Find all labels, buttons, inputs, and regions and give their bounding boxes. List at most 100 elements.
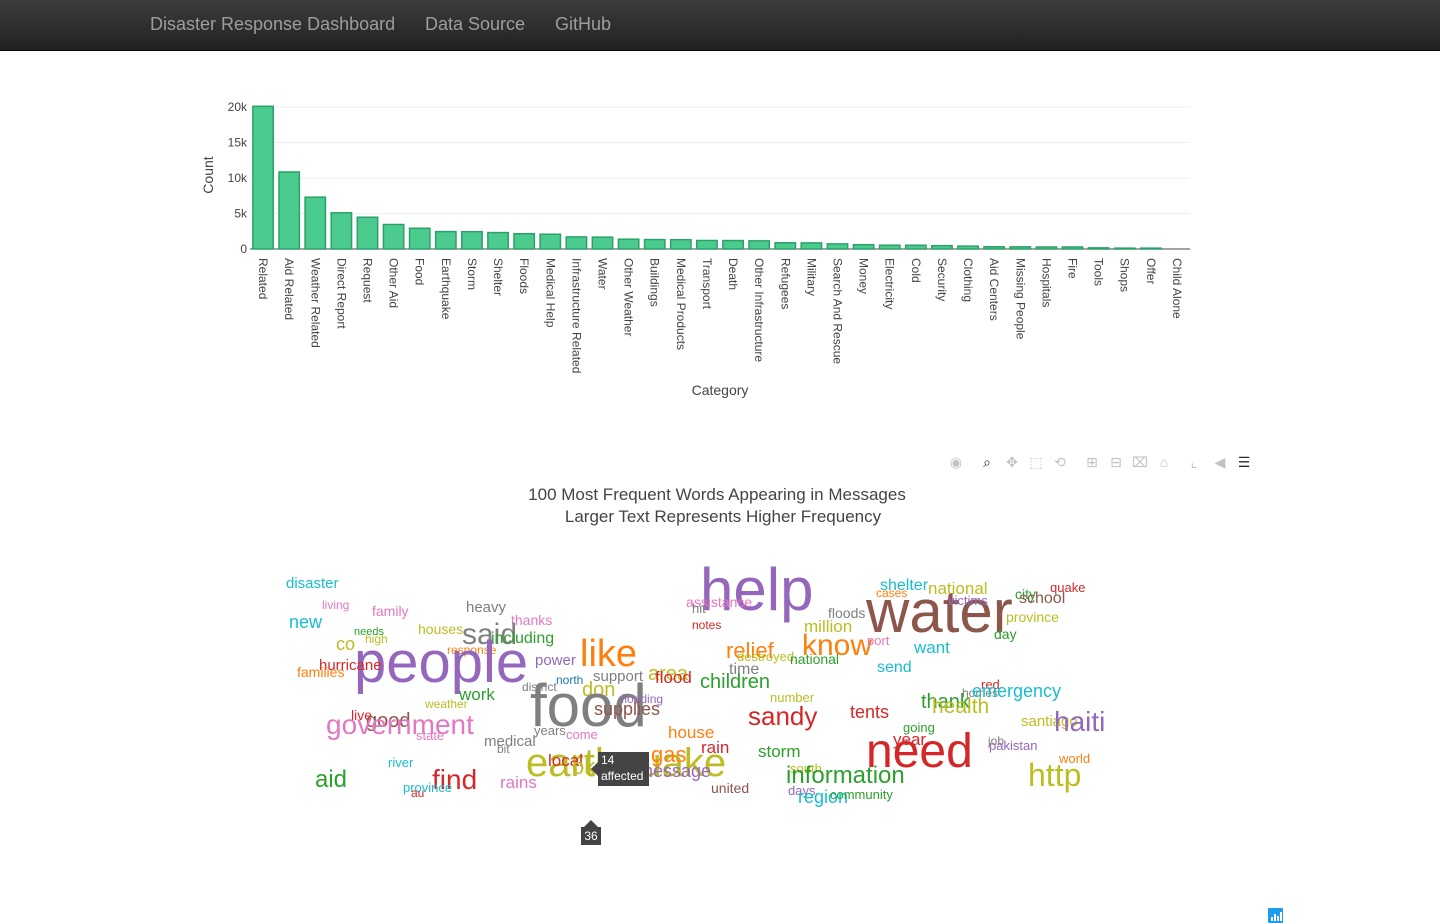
word-label[interactable]: red: [981, 677, 1000, 692]
category-bar-chart[interactable]: 0 5k 10k 15k 20k Related Aid Related Weather R…: [0, 0, 1440, 440]
bar[interactable]: [278, 171, 301, 250]
bar[interactable]: [1061, 246, 1084, 250]
pan-icon[interactable]: ✥: [1006, 454, 1018, 470]
word-label[interactable]: work: [458, 685, 495, 704]
bar[interactable]: [382, 223, 405, 250]
word-label[interactable]: support: [593, 668, 644, 685]
word-label[interactable]: day: [994, 626, 1017, 642]
bar[interactable]: [330, 212, 353, 250]
bar[interactable]: [1139, 247, 1162, 250]
hover-closest-icon[interactable]: ◀: [1214, 454, 1226, 470]
word-label[interactable]: food: [530, 672, 647, 739]
word-label[interactable]: flood: [655, 668, 692, 687]
word-label[interactable]: community: [830, 787, 893, 802]
word-label[interactable]: region: [798, 787, 848, 807]
word-label[interactable]: emergency: [972, 681, 1061, 701]
word-label[interactable]: million: [804, 617, 852, 636]
word-label[interactable]: province: [403, 780, 452, 795]
bar[interactable]: [356, 216, 379, 250]
word-label[interactable]: rain: [701, 738, 729, 757]
bar[interactable]: [983, 246, 1006, 250]
word-label[interactable]: thanks: [511, 612, 552, 628]
word-label[interactable]: come: [566, 727, 598, 742]
bar[interactable]: [408, 227, 431, 250]
bar[interactable]: [748, 240, 771, 250]
bar[interactable]: [513, 232, 536, 250]
word-label[interactable]: job: [987, 734, 1004, 748]
word-label[interactable]: living: [322, 598, 349, 612]
word-label[interactable]: destroyed: [737, 649, 794, 664]
word-label[interactable]: don: [582, 679, 615, 701]
word-label[interactable]: gas: [651, 742, 686, 767]
word-label[interactable]: school: [1019, 590, 1065, 607]
zoom-out-icon[interactable]: ⊟: [1110, 454, 1122, 470]
bar[interactable]: [565, 236, 588, 250]
word-label[interactable]: national: [928, 579, 988, 598]
word-label[interactable]: tents: [850, 702, 889, 722]
word-label[interactable]: bit: [497, 742, 510, 756]
word-label[interactable]: area: [648, 663, 689, 685]
word-label[interactable]: water: [865, 578, 1013, 645]
word-label[interactable]: flooding: [621, 692, 663, 706]
bar[interactable]: [800, 242, 823, 250]
nav-link-github[interactable]: GitHub: [555, 14, 612, 34]
bar[interactable]: [591, 236, 614, 250]
word-label[interactable]: children: [700, 671, 770, 693]
word-label[interactable]: haiti: [1054, 706, 1105, 737]
word-label[interactable]: supplies: [594, 699, 660, 719]
word-label[interactable]: province: [1006, 609, 1059, 625]
word-label[interactable]: information: [786, 762, 905, 789]
word-label[interactable]: south: [790, 761, 822, 776]
zoom-icon[interactable]: ⌕: [983, 454, 991, 470]
bar[interactable]: [1113, 247, 1136, 250]
word-label[interactable]: response: [447, 643, 497, 657]
word-label[interactable]: united: [711, 780, 749, 796]
word-label[interactable]: cases: [876, 586, 907, 600]
bar[interactable]: [722, 239, 744, 250]
word-label[interactable]: house: [668, 723, 714, 742]
bar[interactable]: [904, 244, 927, 250]
word-label[interactable]: relief: [726, 638, 775, 663]
word-label[interactable]: shelter: [880, 577, 929, 594]
bar[interactable]: [487, 231, 509, 250]
word-label[interactable]: good: [366, 710, 411, 732]
word-label[interactable]: needs: [354, 626, 384, 638]
bar[interactable]: [774, 242, 797, 250]
word-label[interactable]: power: [535, 652, 576, 669]
word-label[interactable]: medical: [484, 733, 536, 750]
hover-compare-icon[interactable]: ☰: [1237, 454, 1251, 470]
word-label[interactable]: health: [932, 695, 989, 718]
bar[interactable]: [434, 230, 457, 250]
bar[interactable]: [617, 238, 640, 250]
word-label[interactable]: weather: [424, 697, 468, 711]
bar[interactable]: [539, 233, 562, 250]
word-label[interactable]: au: [411, 786, 424, 800]
word-label[interactable]: family: [372, 603, 409, 619]
word-label[interactable]: co: [336, 634, 355, 654]
word-label[interactable]: thank: [921, 691, 971, 713]
lasso-icon[interactable]: ⟲: [1054, 454, 1066, 470]
navbar-brand[interactable]: Disaster Response Dashboard: [150, 14, 396, 34]
word-label[interactable]: assistance: [686, 594, 752, 610]
word-label[interactable]: number: [770, 690, 815, 705]
word-label[interactable]: santiago: [1021, 713, 1078, 730]
word-label[interactable]: world: [1058, 751, 1090, 766]
word-label[interactable]: river: [388, 755, 414, 770]
word-label[interactable]: find: [432, 764, 477, 795]
bar[interactable]: [696, 239, 718, 250]
word-label[interactable]: homes: [962, 686, 998, 700]
word-label[interactable]: time: [729, 661, 759, 678]
word-label[interactable]: days: [788, 783, 816, 798]
word-label[interactable]: aid: [315, 766, 347, 793]
word-label[interactable]: families: [297, 664, 344, 680]
word-label[interactable]: pakistan: [989, 738, 1037, 753]
word-label[interactable]: going: [903, 720, 935, 735]
word-label[interactable]: quake: [1050, 580, 1085, 595]
bar[interactable]: [1035, 246, 1058, 250]
word-label[interactable]: city: [1015, 586, 1036, 602]
word-label[interactable]: want: [913, 638, 950, 657]
bar[interactable]: [461, 230, 483, 250]
box-select-icon[interactable]: ⬚: [1029, 454, 1043, 470]
plotly-logo-icon[interactable]: [1268, 908, 1283, 923]
word-label[interactable]: district: [522, 680, 557, 694]
